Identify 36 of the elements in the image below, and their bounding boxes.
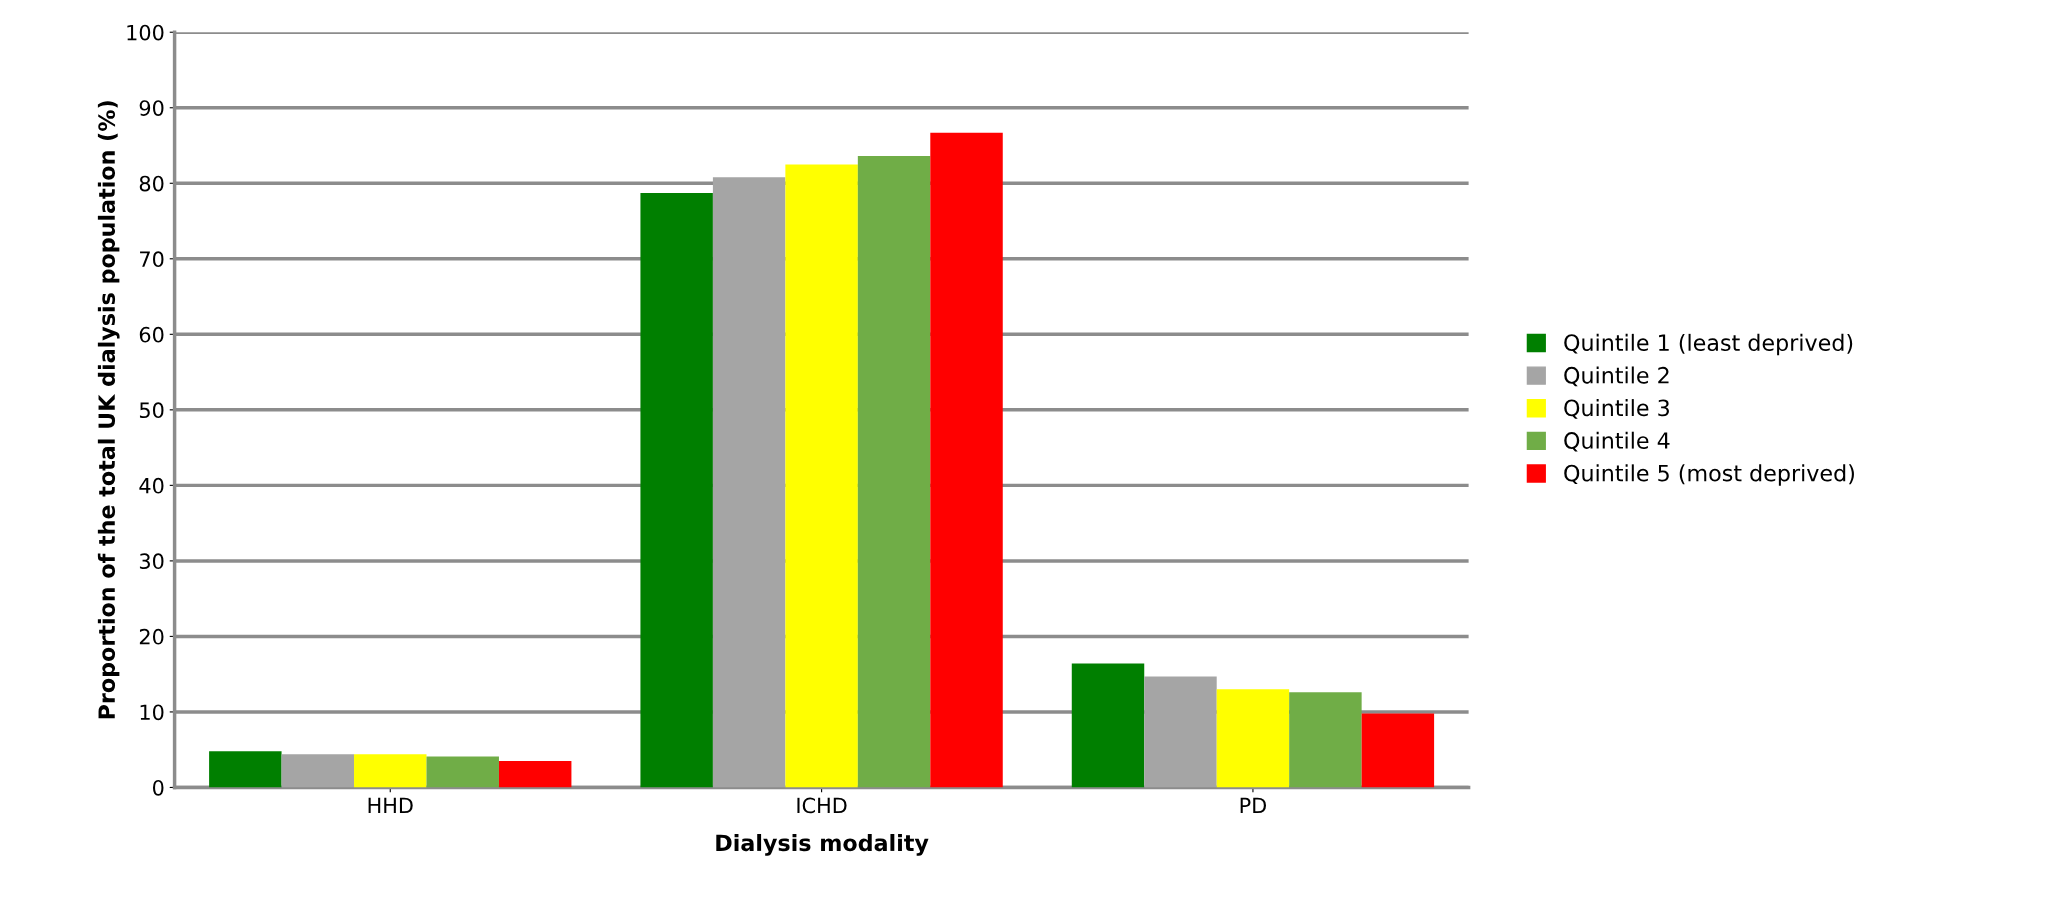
x-tick-label: HHD (368, 797, 413, 814)
bar (640, 193, 713, 788)
y-tick-label: 90 (139, 100, 164, 116)
bar (1144, 676, 1217, 788)
y-axis-title: Proportion of the total UK dialysis population (%) (97, 101, 120, 719)
legend-label: Quintile 1 (least deprived) (1564, 333, 1853, 356)
y-tick-label: 60 (139, 326, 164, 343)
bar (1216, 689, 1290, 788)
y-tick-label: 30 (139, 553, 164, 570)
y-tick-label: 0 (152, 779, 164, 796)
bar (498, 761, 572, 788)
y-tick-label: 70 (140, 251, 164, 268)
legend-label: Quintile 4 (1564, 431, 1670, 452)
legend-label: Quintile 3 (1564, 399, 1669, 419)
y-tick-label: 80 (139, 175, 164, 192)
legend-label: Quintile 2 (1564, 366, 1669, 387)
x-axis-title: Dialysis modality (716, 834, 929, 856)
y-tick-label: 50 (139, 402, 164, 419)
x-tick-label: ICHD (797, 797, 847, 814)
bar (281, 754, 355, 788)
bar (930, 132, 1003, 788)
bar (785, 164, 858, 788)
y-tick-label: 20 (139, 628, 164, 645)
y-tick-label: 100 (127, 24, 164, 41)
bar (354, 754, 427, 788)
y-tick-label: 40 (139, 477, 164, 494)
x-tick-label: PD (1240, 797, 1267, 814)
bar (857, 156, 931, 788)
bar (1289, 692, 1362, 788)
bar (712, 177, 786, 788)
legend-label: Quintile 5 (most deprived) (1564, 464, 1854, 486)
bar (1361, 713, 1435, 788)
bar (426, 756, 499, 788)
bar (1071, 663, 1145, 788)
bar (209, 751, 282, 788)
y-tick-label: 10 (140, 704, 164, 721)
